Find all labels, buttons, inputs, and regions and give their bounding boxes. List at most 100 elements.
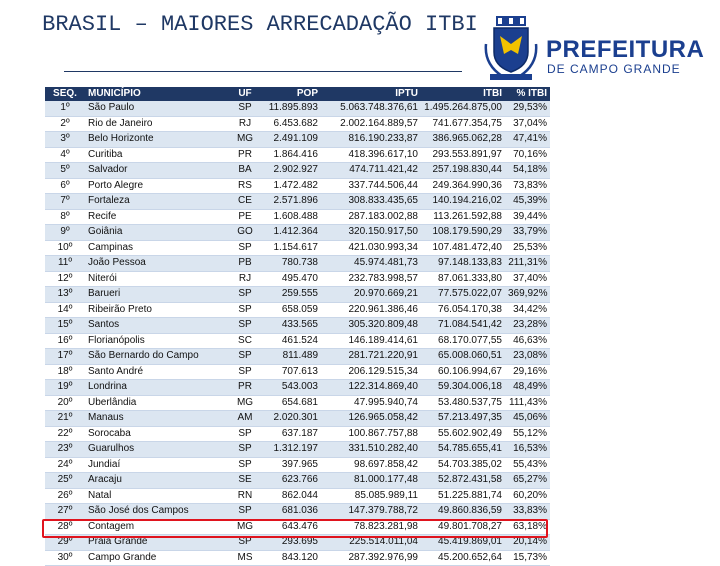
table-cell: Manaus xyxy=(85,410,225,427)
table-cell: 249.364.990,36 xyxy=(421,178,505,194)
table-cell: São Paulo xyxy=(85,101,225,117)
table-cell: 59.304.006,18 xyxy=(421,379,505,396)
table-cell: 287.183.002,88 xyxy=(321,209,421,225)
table-cell: 77.575.022,07 xyxy=(421,286,505,303)
table-cell: 11º xyxy=(45,255,85,272)
table-cell: 654.681 xyxy=(265,395,321,411)
table-cell: 55,43% xyxy=(505,457,550,473)
table-cell: RS xyxy=(225,178,265,194)
table-cell: 71.084.541,42 xyxy=(421,317,505,334)
table-cell: 60,20% xyxy=(505,488,550,504)
table-cell: SP xyxy=(225,302,265,318)
table-cell: 741.677.354,75 xyxy=(421,116,505,132)
table-row: 14º Ribeirão Preto SP 658.059 220.961.386,46… xyxy=(45,302,550,318)
table-cell: 25º xyxy=(45,472,85,489)
table-cell: 7º xyxy=(45,193,85,210)
highlight-box xyxy=(42,519,548,538)
table-cell: 1.312.197 xyxy=(265,441,321,458)
brand-subtitle: DE CAMPO GRANDE xyxy=(547,62,681,76)
table-cell: 37,40% xyxy=(505,271,550,287)
table-cell: 28º xyxy=(45,519,85,535)
table-cell: 9º xyxy=(45,224,85,241)
table-cell: 55,12% xyxy=(505,426,550,442)
table-cell: 47.995.940,74 xyxy=(321,395,421,411)
table-cell: 397.965 xyxy=(265,457,321,473)
table-cell: MG xyxy=(225,131,265,148)
table-cell: 39,44% xyxy=(505,209,550,225)
table-cell: 4º xyxy=(45,147,85,163)
table-cell: Recife xyxy=(85,209,225,225)
table-cell: 287.392.976,99 xyxy=(321,550,421,566)
header-cell: % ITBI xyxy=(505,87,550,101)
table-cell: Goiânia xyxy=(85,224,225,241)
table-cell: MG xyxy=(225,395,265,411)
table-cell: 418.396.617,10 xyxy=(321,147,421,163)
table-cell: SP xyxy=(225,317,265,334)
table-cell: SP xyxy=(225,364,265,380)
table-cell: 1.608.488 xyxy=(265,209,321,225)
table-cell: 65,27% xyxy=(505,472,550,489)
table-cell: 305.320.809,48 xyxy=(321,317,421,334)
table-cell: 98.697.858,42 xyxy=(321,457,421,473)
table-cell: 30º xyxy=(45,550,85,566)
table-cell: 461.524 xyxy=(265,333,321,349)
table-cell: 780.738 xyxy=(265,255,321,272)
header-cell: MUNICÍPIO xyxy=(85,87,225,101)
table-cell: AM xyxy=(225,410,265,427)
table-cell: 816.190.233,87 xyxy=(321,131,421,148)
header-row: SEQ. MUNICÍPIO UF POP IPTU ITBI% ITBI xyxy=(45,87,550,101)
table-cell: São José dos Campos xyxy=(85,503,225,520)
table-cell: 45,39% xyxy=(505,193,550,210)
table-cell: 47,41% xyxy=(505,131,550,148)
table-cell: 2.020.301 xyxy=(265,410,321,427)
table-cell: 45.974.481,73 xyxy=(321,255,421,272)
table-cell: 206.129.515,34 xyxy=(321,364,421,380)
table-cell: 45.200.652,64 xyxy=(421,550,505,566)
table-cell: 33,79% xyxy=(505,224,550,241)
table-cell: 14º xyxy=(45,302,85,318)
brand-name: PREFEITURA xyxy=(546,36,705,63)
table-cell: 85.085.989,11 xyxy=(321,488,421,504)
table-cell: Barueri xyxy=(85,286,225,303)
table-cell: 474.711.421,42 xyxy=(321,162,421,179)
table-row: 28º Contagem MG 643.476 78.823.281,98 49.801.… xyxy=(45,519,550,535)
table-cell: SP xyxy=(225,426,265,442)
table-cell: 97.148.133,83 xyxy=(421,255,505,272)
table-cell: 54.703.385,02 xyxy=(421,457,505,473)
table-cell: 34,42% xyxy=(505,302,550,318)
table-cell: 369,92% xyxy=(505,286,550,303)
table-cell: SC xyxy=(225,333,265,349)
table-row: 26º Natal RN 862.044 85.085.989,11 51.225.881… xyxy=(45,488,550,504)
table-cell: 658.059 xyxy=(265,302,321,318)
table-cell: Campinas xyxy=(85,240,225,256)
table-cell: 637.187 xyxy=(265,426,321,442)
table-cell: 10º xyxy=(45,240,85,256)
table-cell: 2º xyxy=(45,116,85,132)
table-cell: 37,04% xyxy=(505,116,550,132)
table-cell: 27º xyxy=(45,503,85,520)
table-cell: 6.453.682 xyxy=(265,116,321,132)
table-cell: 51.225.881,74 xyxy=(421,488,505,504)
table-row: 11º João Pessoa PB 780.738 45.974.481,73 97.1… xyxy=(45,255,550,272)
table: SEQ. MUNICÍPIO UF POP IPTU ITBI% ITBI 1º São P… xyxy=(45,87,550,566)
table-cell: 147.379.788,72 xyxy=(321,503,421,520)
table-row: 3º Belo Horizonte MG 2.491.109 816.190.233,8… xyxy=(45,131,550,148)
table-cell: CE xyxy=(225,193,265,210)
table-cell: 33,83% xyxy=(505,503,550,520)
table-cell: 211,31% xyxy=(505,255,550,272)
table-cell: 331.510.282,40 xyxy=(321,441,421,458)
table-cell: Rio de Janeiro xyxy=(85,116,225,132)
table-row: 7º Fortaleza CE 2.571.896 308.833.435,65 140.… xyxy=(45,193,550,210)
table-cell: 2.002.164.889,57 xyxy=(321,116,421,132)
table-cell: 643.476 xyxy=(265,519,321,535)
table-cell: 13º xyxy=(45,286,85,303)
table-cell: 1.412.364 xyxy=(265,224,321,241)
table-cell: RJ xyxy=(225,271,265,287)
table-row: 5º Salvador BA 2.902.927 474.711.421,42 257.1… xyxy=(45,162,550,179)
header-cell: POP xyxy=(265,87,321,101)
table-cell: 45,06% xyxy=(505,410,550,427)
table-cell: 1.472.482 xyxy=(265,178,321,194)
table-cell: 1º xyxy=(45,101,85,117)
table-cell: 49.860.836,59 xyxy=(421,503,505,520)
page: ITBI html, body { margin: 0; padding: 0;… xyxy=(42,12,705,566)
